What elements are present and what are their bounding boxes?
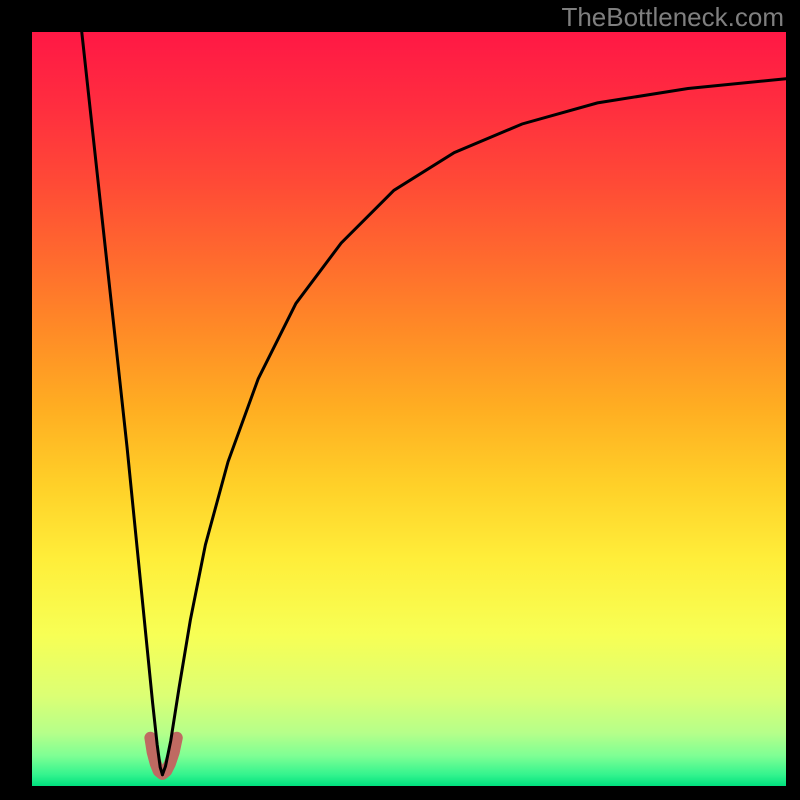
- border-bottom: [0, 786, 800, 800]
- curve-left-branch: [82, 32, 163, 775]
- plot-area: [32, 32, 786, 786]
- border-left: [0, 0, 32, 800]
- watermark-text: TheBottleneck.com: [561, 2, 784, 33]
- figure-root: TheBottleneck.com: [0, 0, 800, 800]
- curve-right-branch: [162, 79, 786, 775]
- curve-layer: [32, 32, 786, 786]
- border-right: [786, 0, 800, 800]
